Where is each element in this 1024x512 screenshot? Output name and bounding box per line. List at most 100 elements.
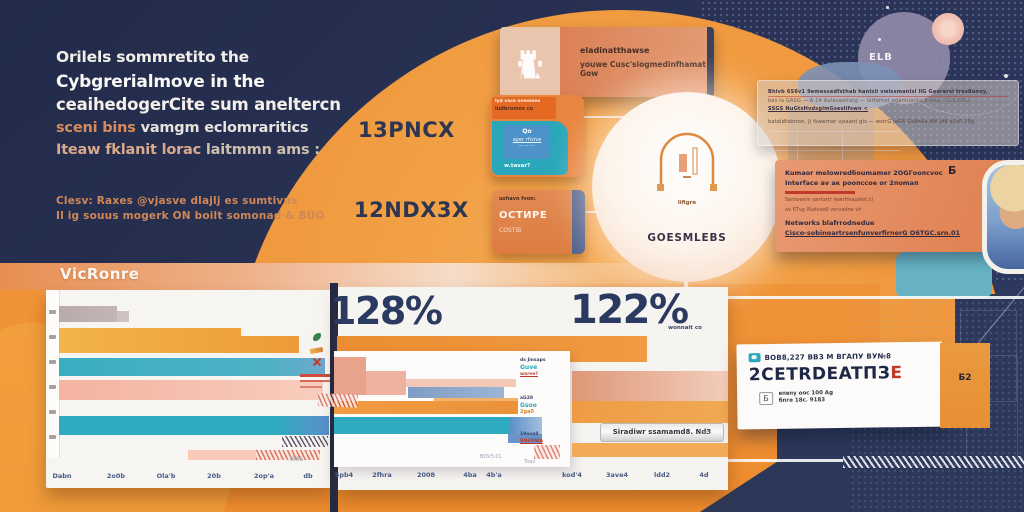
legend-group-3: 19ova8 BNEMWA xyxy=(520,431,570,445)
orange-band-right xyxy=(572,401,728,423)
x-label: Dabn xyxy=(52,472,72,480)
bar-blue xyxy=(508,434,542,443)
bar-bluegray xyxy=(408,387,504,398)
legend-1c: warve? xyxy=(520,372,539,377)
headline-line-5a: Iteaw fklanit lorac xyxy=(56,142,206,158)
certificate-eyebrow-text: ВОВ8,227 ВВЗ М ВГАПУ ВУ№8 xyxy=(764,351,892,362)
left-chart-y-axis xyxy=(46,290,60,458)
teal-card-caption: w.tavar? xyxy=(504,163,531,169)
teal-card-cluster: lyd vace eneomes ludbromos co Qo aper rf… xyxy=(490,95,584,177)
bar-dark-staircase xyxy=(282,436,328,447)
right-card-line-3: Senteeem swrtartr tewrfmaustet.cl xyxy=(785,197,873,203)
top-card-body: eladinatthawse youwe Cusc'siogmedinfhama… xyxy=(560,27,707,97)
bar-salmon-step-1 xyxy=(334,357,366,395)
red-stamp xyxy=(317,393,359,408)
bar-mauve xyxy=(59,306,117,322)
glass-line-4: bataldfabtron. Ji fsawrnar vjssant gis —… xyxy=(768,119,975,125)
right-card-line-6: Cisco-sobinoartrsenfunverfirnerG O6TGC.s… xyxy=(785,229,961,237)
x-label: 2o0b xyxy=(106,472,126,480)
elb-label: ELB xyxy=(869,52,893,63)
x-label: 5pb4 xyxy=(334,471,354,479)
castle-icon xyxy=(518,50,542,79)
certificate-card: ВОВ8,227 ВВЗ М ВГАПУ ВУ№8 2CETRDEATПЗE Б… xyxy=(736,341,944,430)
connector-line-1 xyxy=(584,116,639,118)
white-dot-2 xyxy=(1004,74,1008,78)
teal-card-label: lyd vace eneomes ludbromos co xyxy=(492,97,556,119)
bar-teal-2 xyxy=(59,416,329,435)
certificate-note-line-2: бпге 18с. 9183 xyxy=(778,397,826,404)
x-label: Ola'b xyxy=(156,472,176,480)
stat-badge-left: 13PNCX xyxy=(358,118,455,142)
white-dot-1 xyxy=(878,38,881,41)
glass-line-2: bes la GASG — A 14 Aulavaolratg — latfer… xyxy=(768,98,970,104)
stat-badge-right: 12NDX3X xyxy=(354,198,469,222)
bar-orange-2 xyxy=(334,401,518,414)
legend-2a: aG28 xyxy=(520,396,533,401)
gauge-arc-icon xyxy=(657,132,717,191)
teal-card-label-line1: lyd vace eneomes xyxy=(495,99,541,104)
inner-panel-title: Qo xyxy=(522,128,532,135)
bar-teal-3-tail xyxy=(510,417,542,434)
x-label: 2008 xyxy=(416,471,436,479)
asterisk-icon xyxy=(312,357,322,367)
x-label: ldd2 xyxy=(653,471,671,479)
orange-side-rect: Б2 xyxy=(940,343,990,428)
legend-group-1: ds Jinsaps Guve warve? xyxy=(520,357,570,378)
bar-salmon-thin xyxy=(188,450,320,460)
y-tick xyxy=(49,385,56,389)
y-tick xyxy=(49,360,56,364)
teal-chip-icon xyxy=(748,353,761,363)
headline-line-1: Orilels sommretito the xyxy=(56,48,249,66)
headline-line-4a: sceni bins xyxy=(56,120,141,136)
bar-salmon-hatch xyxy=(256,450,320,460)
x-label: 4b'a xyxy=(486,471,502,479)
bar-mauve-step xyxy=(117,311,129,322)
right-card-line-5: Networks blafrrodnedue xyxy=(785,219,875,227)
pencil-icon xyxy=(309,346,324,355)
center-circle-caption: GOESMLEBS xyxy=(647,232,727,244)
panel-edge-note: 33dS xyxy=(698,430,711,436)
teal-card-inner-panel: Qo aper rfivive ——— xyxy=(504,125,550,159)
red-row-1 xyxy=(300,374,330,377)
salmon-band-right xyxy=(572,371,728,401)
inner-panel-link: aper rfivive xyxy=(512,137,542,143)
legend-1b: Guve xyxy=(520,364,538,371)
x-label: 2fhra xyxy=(372,471,392,479)
headline-line-4: sceni bins vamgm eclomraritics xyxy=(56,120,309,136)
x-label: 2op'a xyxy=(253,472,275,480)
white-rule-top xyxy=(640,296,1024,299)
y-tick xyxy=(49,310,56,314)
white-dot-3 xyxy=(886,6,889,9)
legend-3b: BNEMWA xyxy=(520,439,543,444)
right-card-line-2: Intеrfасе av ак роопссое or 2поmап xyxy=(785,179,919,187)
headline-line-4b: vamgm eclomraritics xyxy=(140,120,309,136)
silver-pill: Siradiwr ssamamd8. Nd3 xyxy=(600,423,724,442)
certificate-title-suffix: E xyxy=(890,363,903,384)
teal-card-label-line2: ludbromos co xyxy=(495,106,534,112)
glass-note-card: Bhlvb 6S6v1 9emessedfsthab hanlsli vwiss… xyxy=(757,80,1019,146)
x-label: 4d xyxy=(699,471,709,479)
legend-group-2: aG28 Gsoo 2ga0 xyxy=(520,395,570,416)
headline-line-5: Iteaw fklanit lorac laitmmn ams : xyxy=(56,142,320,158)
legend-1a: ds Jinsaps xyxy=(520,358,546,363)
x-label: kod'4 xyxy=(562,471,582,479)
inset-bar-chart: ds Jinsaps Guve warve? aG28 Gsoo 2ga0 19… xyxy=(334,351,570,467)
top-info-card: eladinatthawse youwe Cusc'siogmedinfhama… xyxy=(500,27,714,97)
intro-paragraph-line-1: Clesv: Raxes @vjasve dlajlj es sumtivus xyxy=(56,195,298,207)
glass-line-3: SSGS NuGtsHvdsgimGseslifswn < xyxy=(768,106,869,112)
certificate-title: 2CETRDEATПЗE xyxy=(749,363,931,385)
top-card-title: eladinatthawse xyxy=(580,46,650,55)
side-letter: Б xyxy=(948,164,957,177)
headline-line-5b: laitmmn ams : xyxy=(205,142,320,158)
glass-line-1: Bhlvb 6S6v1 9emessedfsthab hanlsli vwiss… xyxy=(768,88,1008,97)
x-label: db xyxy=(303,472,313,480)
red-underline-bar xyxy=(785,191,855,194)
red-row-2 xyxy=(300,380,330,382)
charts-band xyxy=(0,263,700,290)
white-rule-bottom xyxy=(700,459,843,462)
mid-card-main: uxhavn fvon: ОСТИРЕ COSTIB xyxy=(492,190,572,254)
pink-badge-icon xyxy=(932,13,964,45)
bar-orange-step xyxy=(434,398,518,401)
mid-orange-card: uxhavn fvon: ОСТИРЕ COSTIB xyxy=(492,190,585,254)
